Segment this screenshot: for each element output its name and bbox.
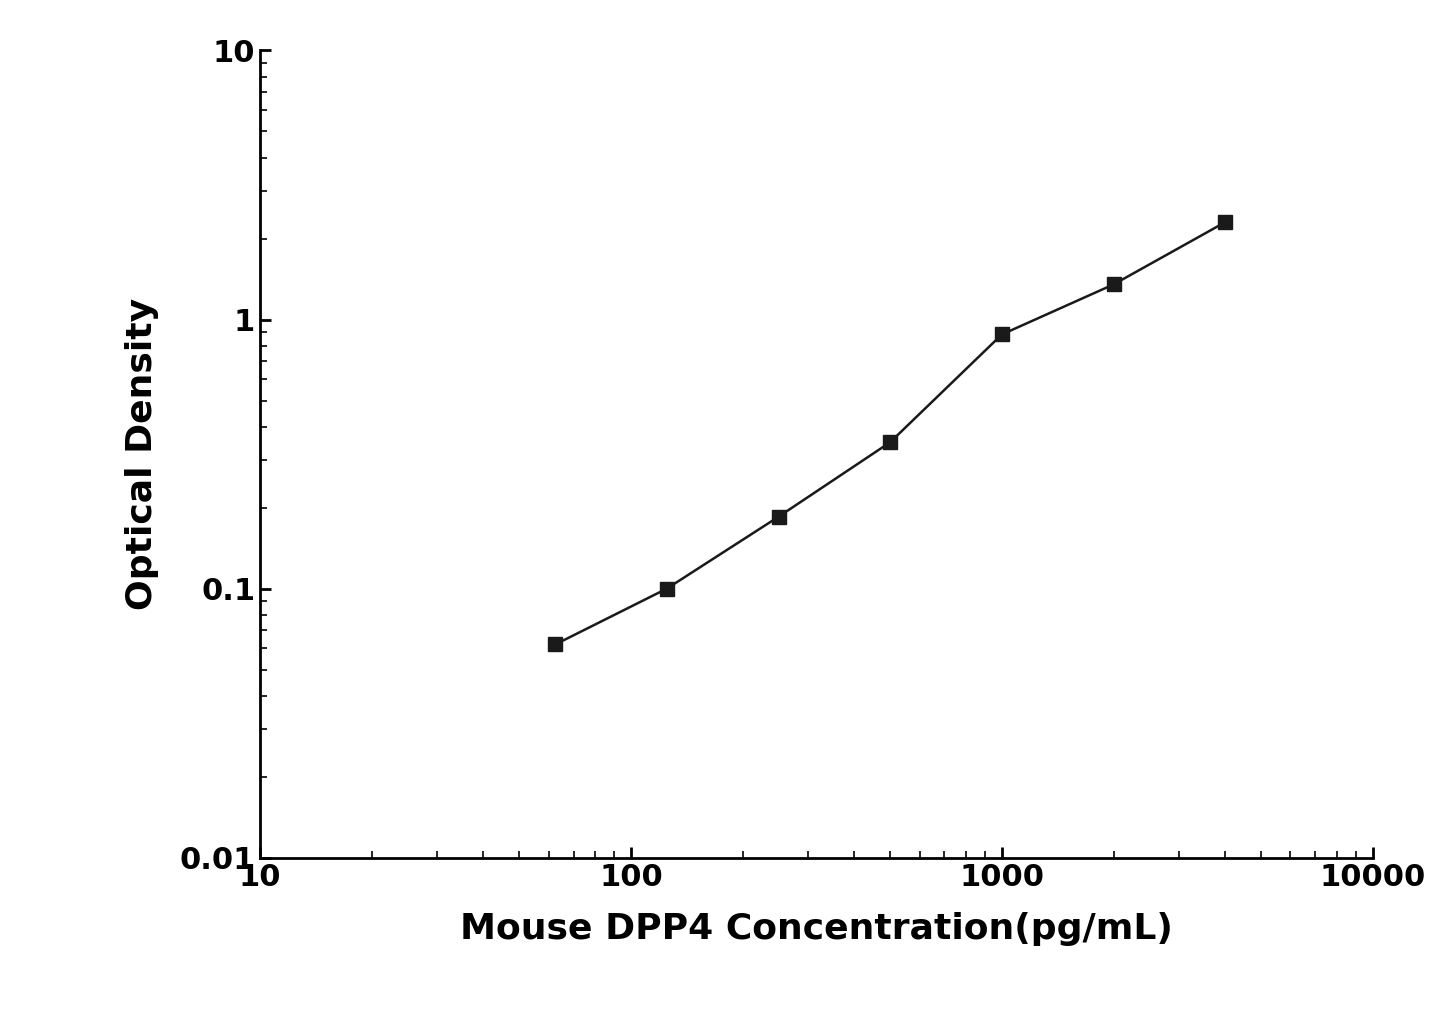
X-axis label: Mouse DPP4 Concentration(pg/mL): Mouse DPP4 Concentration(pg/mL) — [460, 912, 1173, 946]
Y-axis label: Optical Density: Optical Density — [126, 298, 159, 610]
